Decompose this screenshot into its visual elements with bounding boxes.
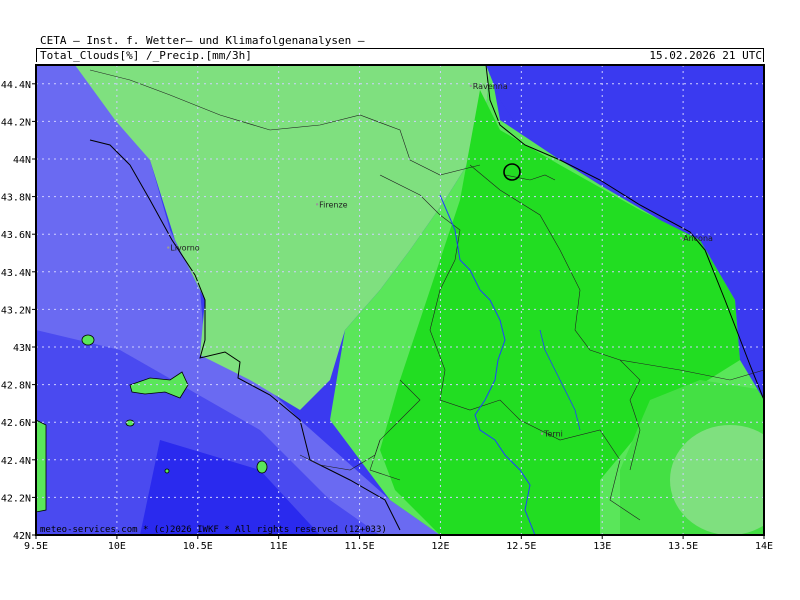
lat-tick-label: 44.4N xyxy=(1,80,31,91)
island-giglio xyxy=(256,460,268,474)
lat-tick-label: 42.6N xyxy=(1,418,31,429)
city-label: Terni xyxy=(543,430,563,439)
chart-subtitle: Total_Clouds[%] /_Precip.[mm/3h] xyxy=(40,49,252,62)
lon-tick-label: 10E xyxy=(108,541,126,552)
island-montecristo xyxy=(164,468,170,474)
lat-tick-label: 43.6N xyxy=(1,230,31,241)
coastline-adriatic xyxy=(485,65,764,401)
map-fields xyxy=(36,65,764,535)
island-pianosa xyxy=(125,419,135,427)
lat-tick-label: 43.4N xyxy=(1,268,31,279)
city-marker xyxy=(167,246,170,249)
river-tevere xyxy=(439,194,536,535)
lon-tick-label: 9.5E xyxy=(24,541,48,552)
lon-tick-label: 12E xyxy=(431,541,449,552)
city-label: Firenze xyxy=(319,200,348,209)
cloud-field-patch xyxy=(670,425,764,535)
city-marker xyxy=(540,432,544,435)
lat-tick-label: 42.8N xyxy=(1,381,31,392)
lat-tick-label: 42.2N xyxy=(1,493,31,504)
river-nera xyxy=(539,329,581,431)
lon-tick-label: 10.5E xyxy=(183,541,213,552)
city-marker xyxy=(679,237,683,240)
lat-tick-label: 44N xyxy=(13,155,31,166)
lon-tick-label: 12.5E xyxy=(506,541,536,552)
city-label: Livorno xyxy=(170,244,200,253)
city-label: Ravenna xyxy=(473,82,508,91)
cloud-field-dark xyxy=(380,90,740,535)
city-marker xyxy=(315,203,319,206)
lat-tick-label: 43N xyxy=(13,343,31,354)
island-capraia xyxy=(81,334,95,346)
graticule xyxy=(36,65,764,535)
sea-field-dark xyxy=(140,440,320,535)
sea-field-mid xyxy=(36,330,380,535)
lat-tick-label: 42N xyxy=(13,531,31,542)
map-frame xyxy=(35,64,765,536)
forecast-datetime: 15.02.2026 21 UTC xyxy=(649,49,762,62)
lat-tick-label: 43.2N xyxy=(1,305,31,316)
lat-tick-label: 42.4N xyxy=(1,456,31,467)
lon-tick-label: 14E xyxy=(755,541,773,552)
island-corsica-edge xyxy=(36,419,47,513)
island-elba xyxy=(129,371,189,399)
lon-tick-label: 11.5E xyxy=(345,541,375,552)
header-frame xyxy=(36,48,764,62)
san-marino-border xyxy=(503,163,521,181)
footer-credit: meteo-services.com * (c)2026 IWKF * All … xyxy=(40,525,387,535)
lat-tick-label: 43.8N xyxy=(1,193,31,204)
lon-tick-label: 11E xyxy=(270,541,288,552)
cloud-field-light xyxy=(75,65,490,410)
longitude-ticks: 9.5E 10E 10.5E 11E 11.5E 12E 12.5E 13E 13.5E 14E xyxy=(24,535,773,552)
city-label: Ancona xyxy=(683,234,713,243)
lon-tick-label: 13.5E xyxy=(668,541,698,552)
chart-title: CETA — Inst. f. Wetter— und Klimafolgena… xyxy=(40,34,365,47)
lat-tick-label: 44.2N xyxy=(1,117,31,128)
adriatic-sea xyxy=(486,65,764,400)
city-marker xyxy=(469,84,472,88)
city-labels: Ravenna Firenze Livorno Ancona Terni xyxy=(167,82,713,439)
lon-tick-label: 13E xyxy=(593,541,611,552)
region-borders xyxy=(89,69,764,521)
latitude-ticks: 42N 42.2N 42.4N 42.6N 42.8N 43N 43.2N 43.4N 43.6… xyxy=(1,80,36,542)
